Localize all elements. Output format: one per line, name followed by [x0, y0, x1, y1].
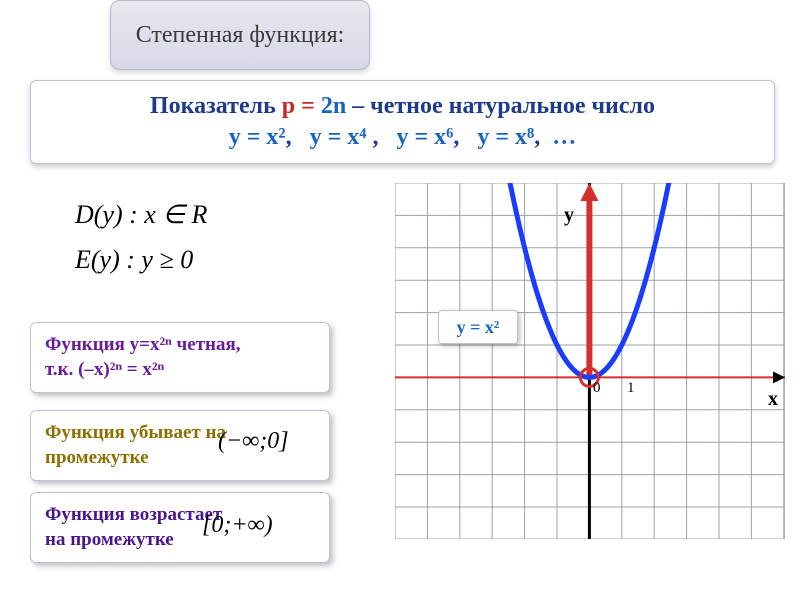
- info-even-l2: т.к. (–х)²ⁿ = х²ⁿ: [45, 359, 164, 380]
- desc-p-value: 2n: [321, 93, 346, 119]
- desc-suffix: – четное натуральное число: [346, 93, 655, 119]
- desc-ex-3: у = х⁸: [477, 124, 534, 150]
- desc-ex-2: у = х⁶: [397, 124, 454, 150]
- title-box: Степенная функция:: [110, 0, 370, 70]
- interval-decreasing: (−∞;0]: [218, 428, 289, 455]
- info-even-box: Функция у=х²ⁿ четная, т.к. (–х)²ⁿ = х²ⁿ: [30, 322, 330, 393]
- description-box: Показатель р = 2n – четное натуральное ч…: [30, 80, 775, 164]
- info-inc-text: Функция возрастает на промежутке: [45, 504, 222, 550]
- desc-ex-0: у = х²: [229, 124, 286, 150]
- power-function-chart: [395, 183, 785, 539]
- info-even-l1: Функция у=х²ⁿ четная,: [45, 334, 240, 355]
- desc-p-label: р =: [282, 93, 321, 119]
- info-dec-text: Функция убывает на промежутке: [45, 422, 226, 468]
- tick-one: 1: [627, 380, 635, 397]
- y-axis-label: у: [564, 204, 574, 227]
- title-text: Степенная функция:: [136, 22, 345, 48]
- tick-zero: 0: [593, 380, 601, 397]
- desc-ex-4: …: [552, 124, 576, 150]
- x-axis-label: х: [768, 388, 778, 411]
- interval-increasing: [0;+∞): [202, 512, 273, 539]
- desc-prefix: Показатель: [150, 93, 282, 119]
- equation-label-box: у = х²: [438, 310, 518, 344]
- info-increasing-box: Функция возрастает на промежутке: [30, 492, 330, 563]
- chart-area: [395, 183, 785, 539]
- desc-ex-1: у = х⁴: [310, 124, 367, 150]
- formula-domain: D(y) : x ∈ R: [75, 200, 207, 230]
- equation-label-text: у = х²: [457, 317, 500, 338]
- formula-range: E(y) : y ≥ 0: [75, 245, 193, 275]
